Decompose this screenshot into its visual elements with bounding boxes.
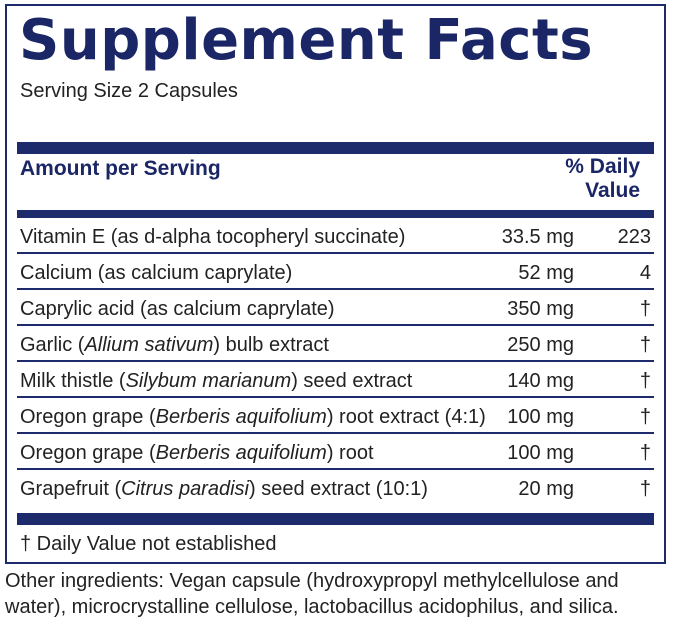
supplement-facts-panel: Supplement Facts Serving Size 2 Capsules… (5, 4, 666, 564)
table-row: Grapefruit (Citrus paradisi) seed extrac… (17, 470, 654, 507)
ingredient-name: Caprylic acid (as calcium caprylate) (20, 298, 335, 320)
ingredient-name: Grapefruit (Citrus paradisi) seed extrac… (20, 478, 428, 500)
serving-size: Serving Size 2 Capsules (20, 80, 238, 102)
table-row: Calcium (as calcium caprylate) 52 mg 4 (17, 254, 654, 290)
ingredient-amount: 100 mg (507, 406, 574, 428)
top-divider-bar (17, 142, 654, 154)
table-row: Garlic (Allium sativum) bulb extract 250… (17, 326, 654, 362)
bottom-divider-bar (17, 513, 654, 525)
ingredient-amount: 52 mg (518, 262, 574, 284)
daily-value-header-line1: % Daily (565, 155, 640, 178)
ingredient-daily-value: † (639, 442, 651, 464)
ingredient-daily-value: 223 (617, 226, 651, 248)
ingredient-daily-value: † (639, 298, 651, 320)
ingredient-amount: 100 mg (507, 442, 574, 464)
ingredient-name: Vitamin E (as d-alpha tocopheryl succina… (20, 226, 406, 248)
ingredient-daily-value: † (639, 478, 651, 500)
table-row: Vitamin E (as d-alpha tocopheryl succina… (17, 218, 654, 254)
header-divider-bar (17, 210, 654, 218)
ingredient-amount: 20 mg (518, 478, 574, 500)
table-row: Oregon grape (Berberis aquifolium) root … (17, 398, 654, 434)
ingredient-amount: 350 mg (507, 298, 574, 320)
ingredient-daily-value: † (639, 334, 651, 356)
ingredient-name: Garlic (Allium sativum) bulb extract (20, 334, 329, 356)
table-row: Milk thistle (Silybum marianum) seed ext… (17, 362, 654, 398)
ingredient-name: Oregon grape (Berberis aquifolium) root … (20, 406, 486, 428)
other-ingredients: Other ingredients: Vegan capsule (hydrox… (5, 570, 619, 618)
table-row: Caprylic acid (as calcium caprylate) 350… (17, 290, 654, 326)
nutrient-table: Vitamin E (as d-alpha tocopheryl succina… (17, 218, 654, 507)
panel-title: Supplement Facts (19, 8, 594, 73)
table-row: Oregon grape (Berberis aquifolium) root … (17, 434, 654, 470)
daily-value-header: % Daily Value (540, 155, 640, 203)
ingredient-name: Calcium (as calcium caprylate) (20, 262, 293, 284)
ingredient-amount: 140 mg (507, 370, 574, 392)
ingredient-name: Oregon grape (Berberis aquifolium) root (20, 442, 374, 464)
ingredient-daily-value: † (639, 406, 651, 428)
ingredient-name: Milk thistle (Silybum marianum) seed ext… (20, 370, 413, 392)
ingredient-daily-value: † (639, 370, 651, 392)
daily-value-header-line2: Value (585, 179, 640, 202)
amount-per-serving-header: Amount per Serving (20, 157, 221, 180)
ingredient-amount: 33.5 mg (501, 226, 574, 248)
ingredient-daily-value: 4 (639, 262, 651, 284)
dagger-footnote: † Daily Value not established (20, 533, 277, 555)
ingredient-amount: 250 mg (507, 334, 574, 356)
